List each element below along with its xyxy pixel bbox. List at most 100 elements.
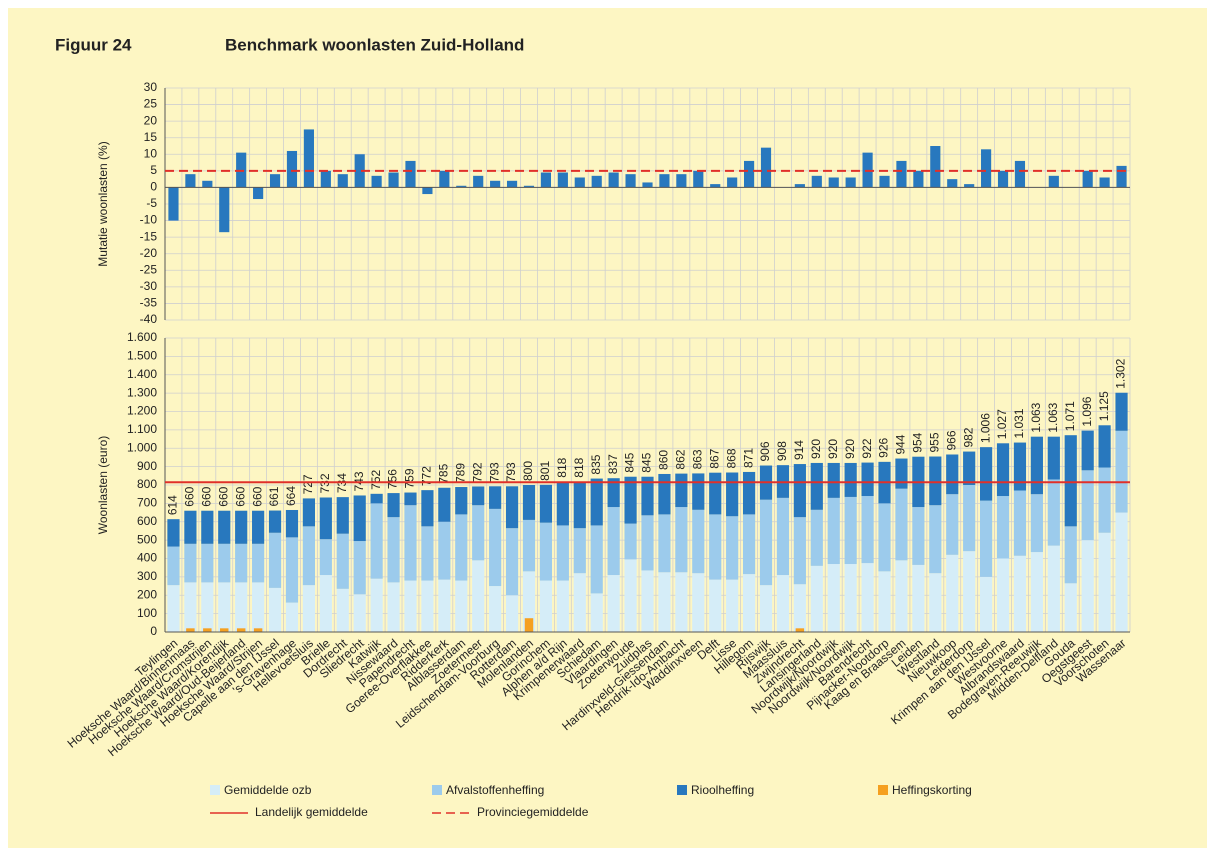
bar-segment [776,575,790,632]
bar-segment [472,505,485,561]
bar-segment [844,462,857,497]
bar-segment [201,510,214,544]
bar [1048,175,1059,188]
bar-segment [438,487,451,522]
bar-segment [353,541,366,595]
total-label: 1.302 [1114,358,1128,388]
y-tick-label: 30 [144,80,158,94]
bar-segment [929,456,942,506]
bar-segment [624,559,637,632]
total-label: 926 [877,437,891,457]
bar-segment [1098,532,1111,632]
overlay-bar [220,628,229,632]
bar-segment [726,579,739,632]
total-label: 920 [826,439,840,459]
bar-segment [505,486,519,529]
bar [981,149,992,188]
bar-segment [1115,430,1128,513]
bar-segment [285,509,299,538]
total-label: 863 [690,449,704,469]
bar-segment [573,481,586,529]
bar-segment [404,492,417,506]
y-tick-label: 15 [144,130,158,144]
bar-segment [726,516,739,580]
y-tick-label: 700 [137,496,157,510]
bar [388,172,399,188]
bar [405,160,416,188]
bar-segment [472,560,485,632]
bar-segment [607,507,620,576]
bar [608,172,619,188]
bar-segment [489,486,502,509]
bar-segment [387,493,400,518]
bar-segment [556,525,569,581]
overlay-bar [186,628,195,632]
bar-segment [878,503,891,572]
bar-segment [980,447,993,501]
bar-segment [1081,470,1094,541]
bar-segment [184,543,197,583]
bar-segment [336,533,349,589]
bar-segment [1115,512,1128,632]
bar-segment [912,507,925,565]
overlay-bar [203,628,212,632]
bar-segment [861,563,874,632]
bar-segment [726,472,739,517]
bar-segment [742,514,756,575]
bar-segment [522,571,536,632]
bar-segment [387,517,400,583]
bar-segment [1064,526,1077,584]
bar-segment [336,497,349,534]
y-tick-label: -25 [140,262,158,276]
bar-segment [319,575,332,632]
bar-segment [1030,552,1043,632]
bar-segment [268,510,282,533]
bar-segment [522,485,536,520]
total-label: 792 [470,462,484,482]
bar-segment [742,471,756,515]
bar-segment [285,537,299,603]
bar-segment [793,517,806,585]
bar-segment [455,487,468,515]
bar-segment [285,602,299,632]
total-label: 920 [843,439,857,459]
bar-segment [675,572,688,632]
bar-segment [1047,436,1060,480]
total-label: 660 [250,486,264,506]
total-label: 1.063 [1046,402,1060,432]
total-label: 772 [420,466,434,486]
legend-swatch [878,785,888,795]
y-tick-label: 200 [137,587,157,601]
bar-segment [319,497,332,540]
bar [1116,165,1127,188]
legend-label: Rioolheffing [691,783,754,797]
bar [760,147,772,188]
total-label: 837 [606,454,620,474]
total-label: 966 [944,430,958,450]
bar-segment [810,565,823,632]
bar [439,170,450,188]
total-label: 800 [521,461,535,481]
overlay-bar [236,628,246,632]
bar-segment [404,580,417,632]
total-label: 871 [741,448,755,468]
bar-segment [641,476,654,516]
bar-segment [268,532,282,588]
legend-label: Heffingskorting [892,783,972,797]
bar [642,182,653,188]
bar-segment [455,514,468,581]
bar-segment [844,564,857,632]
bar-segment [844,496,857,565]
total-label: 818 [555,457,569,477]
total-label: 862 [674,449,688,469]
bar [879,175,890,188]
bar-segment [184,510,197,544]
bar-segment [370,578,383,632]
y-tick-label: -15 [140,229,158,243]
bar-segment [167,519,180,547]
bar-segment [336,588,349,632]
bar-segment [522,519,536,572]
bar-segment [353,495,366,542]
bar-segment [302,585,315,632]
